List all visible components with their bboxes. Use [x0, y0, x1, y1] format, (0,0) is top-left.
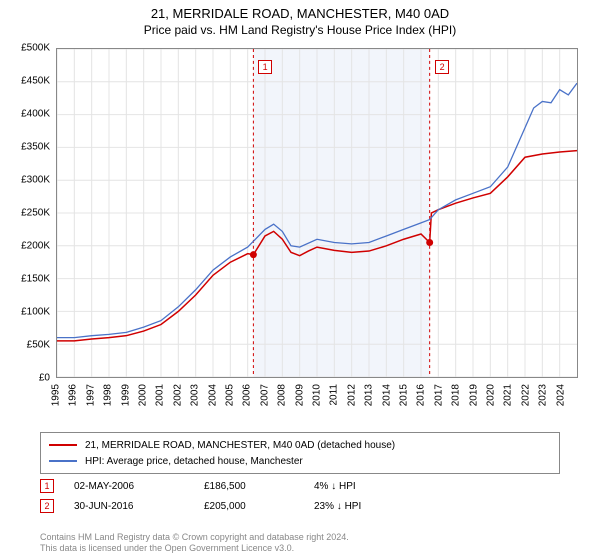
x-tick-label: 2002	[172, 384, 183, 406]
plot-svg	[57, 49, 577, 377]
x-tick-label: 2009	[294, 384, 305, 406]
chart-container: 21, MERRIDALE ROAD, MANCHESTER, M40 0AD …	[0, 0, 600, 560]
x-tick-label: 1996	[68, 384, 79, 406]
x-tick-label: 2019	[468, 384, 479, 406]
sale-pct: 4% ↓ HPI	[314, 481, 434, 492]
y-tick-label: £500K	[21, 43, 50, 54]
x-tick-label: 2008	[277, 384, 288, 406]
x-tick-label: 2010	[312, 384, 323, 406]
legend-label-hpi: HPI: Average price, detached house, Manc…	[85, 456, 303, 467]
x-tick-label: 2011	[329, 384, 340, 406]
footer-attribution: Contains HM Land Registry data © Crown c…	[40, 532, 560, 555]
sales-table: 1 02-MAY-2006£186,5004% ↓ HPI 2 30-JUN-2016…	[40, 476, 560, 516]
sale-pct: 23% ↓ HPI	[314, 501, 434, 512]
x-tick-label: 2020	[486, 384, 497, 406]
x-tick-label: 2001	[155, 384, 166, 406]
x-tick-label: 2016	[416, 384, 427, 406]
x-tick-label: 2021	[503, 384, 514, 406]
sale-price: £205,000	[204, 501, 314, 512]
legend-label-property: 21, MERRIDALE ROAD, MANCHESTER, M40 0AD …	[85, 440, 395, 451]
footer-line-2: This data is licensed under the Open Gov…	[40, 543, 560, 554]
chart-title: 21, MERRIDALE ROAD, MANCHESTER, M40 0AD	[0, 6, 600, 21]
y-tick-label: £400K	[21, 109, 50, 120]
y-tick-label: £200K	[21, 241, 50, 252]
x-tick-label: 2006	[242, 384, 253, 406]
footer-line-1: Contains HM Land Registry data © Crown c…	[40, 532, 560, 543]
sale-row: 2 30-JUN-2016£205,00023% ↓ HPI	[40, 496, 560, 516]
x-tick-label: 1997	[85, 384, 96, 406]
x-tick-label: 2012	[346, 384, 357, 406]
legend-row-hpi: HPI: Average price, detached house, Manc…	[49, 453, 551, 469]
x-tick-label: 2003	[190, 384, 201, 406]
sale-date: 30-JUN-2016	[74, 501, 204, 512]
marker-dot	[250, 251, 257, 258]
y-tick-label: £250K	[21, 208, 50, 219]
y-tick-label: £150K	[21, 274, 50, 285]
legend-row-property: 21, MERRIDALE ROAD, MANCHESTER, M40 0AD …	[49, 437, 551, 453]
sale-price: £186,500	[204, 481, 314, 492]
y-tick-label: £300K	[21, 175, 50, 186]
legend-swatch-hpi	[49, 460, 77, 463]
x-tick-label: 2014	[381, 384, 392, 406]
x-tick-label: 2000	[138, 384, 149, 406]
marker-badge: 1	[258, 60, 272, 74]
legend-swatch-property	[49, 444, 77, 447]
y-tick-label: £50K	[27, 340, 50, 351]
y-tick-label: £100K	[21, 307, 50, 318]
marker-badge: 2	[435, 60, 449, 74]
x-tick-label: 1995	[51, 384, 62, 406]
x-tick-label: 2005	[225, 384, 236, 406]
x-axis-labels: 1995199619971998199920002001200220032004…	[56, 380, 578, 430]
x-tick-label: 1998	[103, 384, 114, 406]
legend-box: 21, MERRIDALE ROAD, MANCHESTER, M40 0AD …	[40, 432, 560, 474]
plot-area	[56, 48, 578, 378]
sale-badge: 2	[40, 499, 54, 513]
x-tick-label: 2007	[259, 384, 270, 406]
chart-subtitle: Price paid vs. HM Land Registry's House …	[0, 23, 600, 37]
x-tick-label: 2004	[207, 384, 218, 406]
y-axis-labels: £0£50K£100K£150K£200K£250K£300K£350K£400…	[0, 48, 54, 378]
marker-dot	[426, 239, 433, 246]
x-tick-label: 2022	[520, 384, 531, 406]
sale-row: 1 02-MAY-2006£186,5004% ↓ HPI	[40, 476, 560, 496]
y-tick-label: £450K	[21, 76, 50, 87]
x-tick-label: 2015	[399, 384, 410, 406]
x-tick-label: 2017	[433, 384, 444, 406]
x-tick-label: 2013	[364, 384, 375, 406]
x-tick-label: 2024	[555, 384, 566, 406]
y-tick-label: £0	[39, 373, 50, 384]
x-tick-label: 1999	[120, 384, 131, 406]
title-block: 21, MERRIDALE ROAD, MANCHESTER, M40 0AD …	[0, 0, 600, 37]
sale-date: 02-MAY-2006	[74, 481, 204, 492]
sale-badge: 1	[40, 479, 54, 493]
y-tick-label: £350K	[21, 142, 50, 153]
x-tick-label: 2018	[451, 384, 462, 406]
x-tick-label: 2023	[538, 384, 549, 406]
